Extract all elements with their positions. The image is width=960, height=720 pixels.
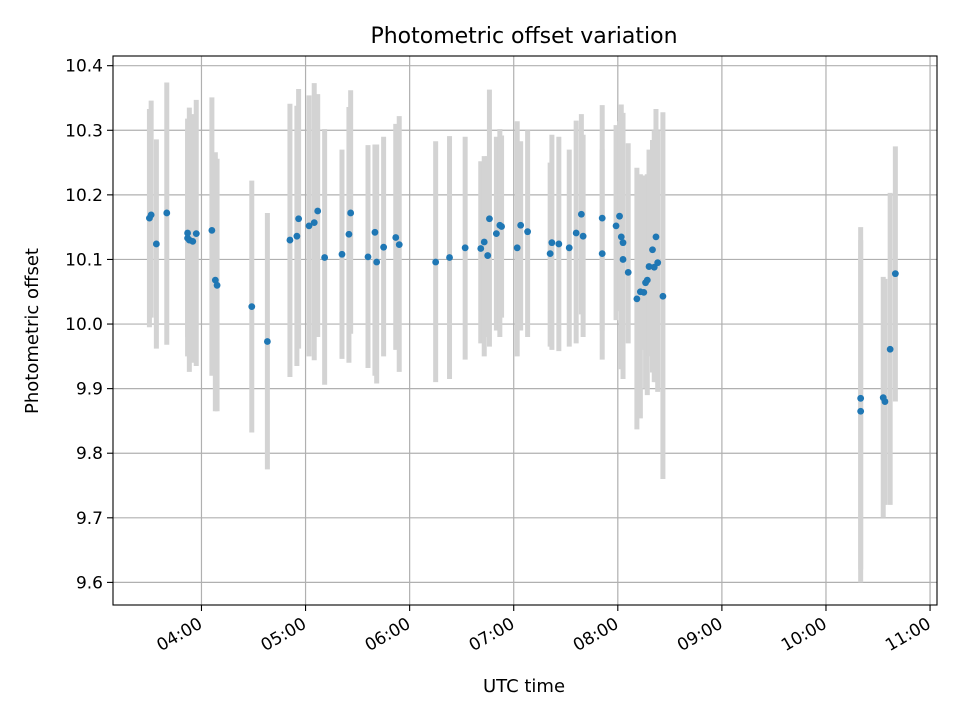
data-point [565,244,573,252]
data-point [446,254,453,261]
x-tick-label: 07:00 [466,614,518,656]
data-points [146,207,899,415]
x-tick-label: 10:00 [778,614,830,656]
data-point [310,219,318,227]
x-tick-label: 06:00 [362,614,414,656]
data-point [480,238,488,246]
data-point [395,241,403,248]
data-point [147,211,155,219]
data-point [293,232,301,240]
data-point [598,250,606,258]
data-point [881,398,889,405]
data-point [213,281,221,289]
data-point [371,228,379,236]
data-point [152,240,160,248]
data-point [617,233,625,241]
y-tick-label: 10.2 [65,186,103,206]
data-point [633,295,641,303]
data-point [248,303,256,311]
data-point [891,270,899,278]
y-tick-label: 9.6 [76,573,103,593]
data-point [654,259,662,267]
y-axis-ticks: 9.6 9.7 9.8 9.9 10.0 10.1 10.2 10.3 10.4 [65,57,113,593]
x-tick-label: 09:00 [674,614,726,656]
data-point [163,209,171,217]
data-point [659,292,667,300]
data-point [645,263,653,270]
data-point [211,276,219,284]
data-point [263,338,271,345]
data-point [619,239,627,247]
data-point [321,254,329,261]
y-tick-label: 9.9 [76,380,103,400]
data-point [380,243,388,251]
data-point [295,215,303,223]
data-point [364,253,372,261]
x-tick-label: 04:00 [154,614,206,656]
y-tick-label: 9.8 [76,444,103,464]
data-point [857,407,865,415]
y-tick-label: 10.4 [65,57,103,77]
data-point [579,232,587,240]
data-point [486,215,493,223]
x-axis-label: UTC time [483,676,565,697]
x-tick-label: 08:00 [570,614,622,656]
data-point [432,258,440,266]
data-point [484,252,492,259]
data-point [524,228,532,236]
data-point [546,250,554,258]
data-point [548,239,556,247]
data-point [305,222,313,230]
y-tick-label: 10.3 [65,121,103,141]
data-point [477,245,485,252]
x-tick-label: 11:00 [882,614,934,656]
data-point [643,276,651,284]
data-point [624,268,632,276]
data-point [555,240,563,248]
data-point [640,288,648,296]
data-point [517,221,525,229]
data-point [314,207,322,215]
x-tick-label: 05:00 [258,614,310,656]
y-axis-label: Photometric offset [22,248,43,414]
plot-frame [112,55,938,606]
data-point [189,237,197,245]
data-point [513,244,521,252]
error-bars [146,82,898,583]
data-point [345,230,353,238]
data-point [347,209,355,217]
data-point [461,244,469,252]
data-point [857,394,865,402]
data-point [286,236,294,244]
data-point [184,229,191,237]
x-axis-ticks: 04:00 05:00 06:00 07:00 08:00 09:00 10:00 11:00 [154,605,935,656]
data-point [649,246,656,254]
data-point [392,234,400,241]
data-point [338,250,346,258]
data-point [886,345,894,353]
chart-title: Photometric offset variation [370,24,677,49]
data-point [619,256,627,263]
data-point [616,212,623,220]
y-tick-label: 10.1 [65,250,103,270]
grid-lines [113,56,937,605]
data-point [492,230,500,238]
data-point [498,223,505,230]
data-point [572,229,580,237]
data-point [652,233,660,241]
y-tick-label: 9.7 [76,509,103,529]
y-tick-label: 10.0 [65,315,103,335]
data-point [192,230,200,238]
data-point [598,214,606,222]
data-point [373,258,381,266]
data-point [208,226,216,234]
data-point [577,210,585,218]
data-point [612,222,620,230]
